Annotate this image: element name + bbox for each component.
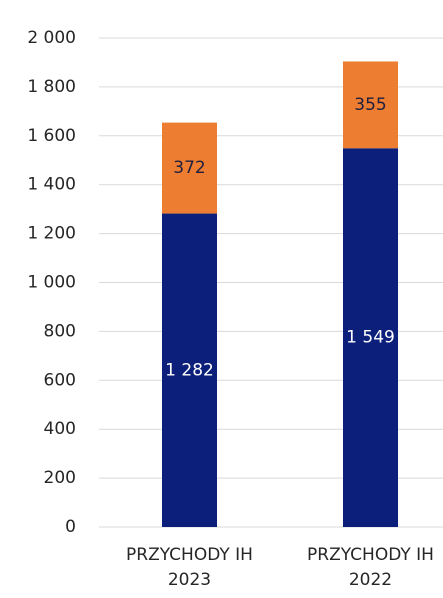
bar-segment (162, 213, 217, 527)
y-tick-label: 2 000 (27, 28, 76, 48)
x-tick-label: PRZYCHODY IH 2023 (126, 545, 253, 590)
y-tick-label: 600 (44, 370, 76, 390)
data-label: 1 282 (165, 360, 214, 380)
y-tick-label: 1 200 (27, 224, 76, 244)
data-label: 1 549 (346, 328, 395, 348)
bar-segment (343, 148, 398, 527)
data-label: 355 (354, 95, 386, 115)
y-tick-label: 800 (44, 321, 76, 341)
bar-segment (343, 61, 398, 149)
data-label: 372 (173, 158, 205, 178)
y-tick-label: 1 000 (27, 273, 76, 293)
y-tick-label: 0 (65, 517, 76, 537)
y-tick-label: 1 800 (27, 77, 76, 97)
y-tick-label: 1 400 (27, 175, 76, 195)
y-tick-label: 200 (44, 468, 76, 488)
y-tick-label: 1 600 (27, 126, 76, 146)
x-tick-label: PRZYCHODY IH 2022 (307, 545, 434, 590)
y-tick-label: 400 (44, 419, 76, 439)
bar-segment (162, 122, 217, 214)
